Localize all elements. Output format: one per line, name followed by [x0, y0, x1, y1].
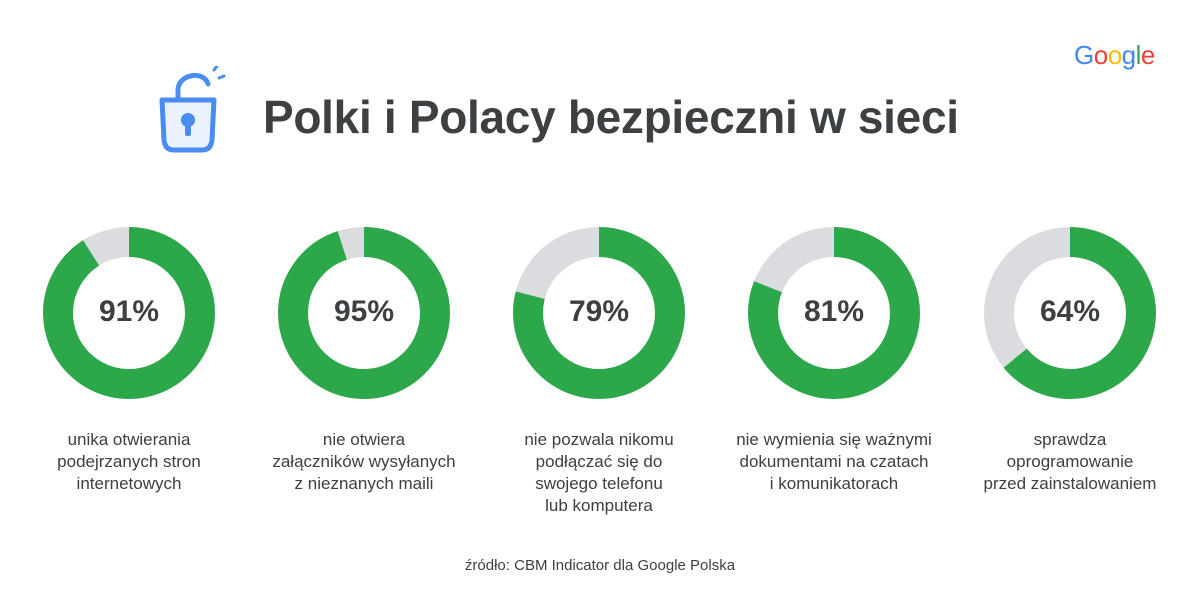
percentage-label: 91%	[98, 295, 160, 328]
padlock-icon	[159, 66, 226, 153]
caption-line: nie wymienia się ważnymi	[736, 430, 932, 449]
donut-chart	[278, 227, 450, 399]
caption-line: podłączać się do	[535, 452, 663, 471]
donut-caption: nie pozwala nikomu podłączać się do swojeg…	[484, 429, 714, 517]
percentage-label: 64%	[1039, 295, 1101, 328]
caption-line: i komunikatorach	[769, 474, 899, 493]
donut-caption: nie otwiera załączników wysyłanych z niezn…	[249, 429, 479, 495]
caption-line: podejrzanych stron	[57, 452, 201, 471]
logo-letter: l	[1135, 40, 1142, 70]
donut-chart	[748, 227, 920, 399]
logo-letter: o	[1093, 40, 1108, 70]
logo-letter: o	[1107, 40, 1122, 70]
donut-caption: sprawdza oprogramowanie przed zainstalowan…	[955, 429, 1185, 495]
caption-line: sprawdza	[1033, 430, 1107, 449]
donut-value-arc	[278, 227, 450, 399]
donut-value-arc	[748, 227, 920, 399]
logo-letter: e	[1140, 40, 1155, 70]
caption-line: przed zainstalowaniem	[983, 474, 1157, 493]
donut-caption: nie wymienia się ważnymi dokumentami na c…	[719, 429, 949, 495]
percentage-label: 79%	[568, 295, 630, 328]
caption-line: załączników wysyłanych	[272, 452, 456, 471]
percentage-label: 81%	[803, 295, 865, 328]
google-logo: Google	[1074, 40, 1155, 71]
caption-line: z nieznanych maili	[294, 474, 434, 493]
donut-chart	[513, 227, 685, 399]
page-title: Polki i Polacy bezpieczni w sieci	[263, 91, 959, 143]
caption-line: dokumentami na czatach	[739, 452, 929, 471]
logo-letter: G	[1074, 40, 1094, 70]
source-note: źródło: CBM Indicator dla Google Polska	[464, 557, 736, 574]
donut-value-arc	[43, 227, 215, 399]
caption-line: unika otwierania	[67, 430, 191, 449]
donut-value-arc	[513, 227, 685, 399]
logo-letter: g	[1121, 40, 1136, 70]
caption-line: nie pozwala nikomu	[524, 430, 674, 449]
donut-chart	[43, 227, 215, 399]
percentage-label: 95%	[333, 295, 395, 328]
caption-line: oprogramowanie	[1006, 452, 1134, 471]
caption-line: lub komputera	[545, 496, 653, 515]
caption-line: nie otwiera	[322, 430, 406, 449]
caption-line: internetowych	[76, 474, 182, 493]
donut-chart	[984, 227, 1156, 399]
donut-caption: unika otwierania podejrzanych stron intern…	[14, 429, 244, 495]
caption-line: swojego telefonu	[535, 474, 663, 493]
donut-value-arc	[984, 227, 1156, 399]
